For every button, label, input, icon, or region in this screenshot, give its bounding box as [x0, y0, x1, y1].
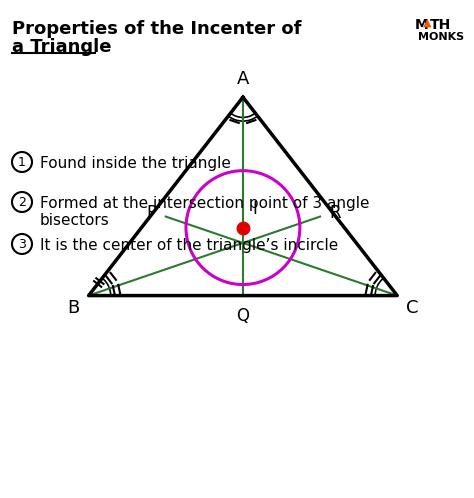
Text: It is the center of the triangle’s incircle: It is the center of the triangle’s incir…	[40, 238, 338, 253]
Text: A: A	[237, 70, 249, 88]
Text: Formed at the intersection point of 3 angle
bisectors: Formed at the intersection point of 3 an…	[40, 196, 370, 229]
Text: 3: 3	[18, 238, 26, 250]
Text: C: C	[406, 299, 419, 317]
Text: B: B	[67, 299, 80, 317]
Text: R: R	[329, 204, 341, 222]
Text: TH: TH	[430, 18, 451, 32]
Text: 1: 1	[18, 155, 26, 168]
Text: a Triangle: a Triangle	[12, 38, 111, 56]
Text: ▲: ▲	[423, 18, 431, 28]
Text: M: M	[415, 18, 429, 32]
Text: P: P	[146, 204, 156, 222]
Text: 2: 2	[18, 196, 26, 209]
Text: Properties of the Incenter of: Properties of the Incenter of	[12, 20, 301, 38]
Text: MONKS: MONKS	[418, 32, 464, 42]
Text: I: I	[252, 200, 257, 219]
Text: Found inside the triangle: Found inside the triangle	[40, 156, 231, 171]
Text: Q: Q	[237, 307, 249, 325]
